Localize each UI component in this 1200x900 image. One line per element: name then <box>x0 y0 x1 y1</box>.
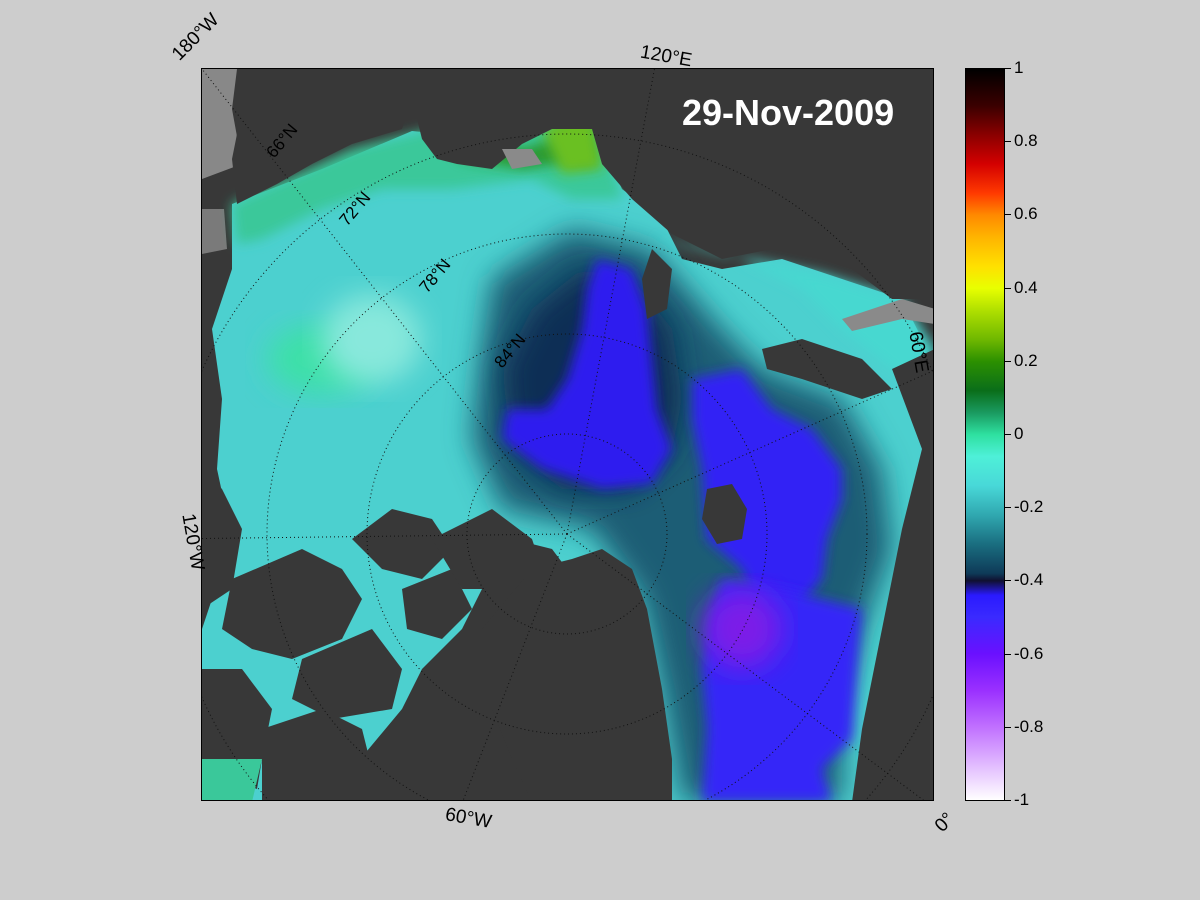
colorbar-tick-mark <box>1005 360 1011 362</box>
colorbar-tick-mark <box>1005 287 1011 289</box>
colorbar-tick-label: -0.8 <box>1014 716 1044 736</box>
colorbar-tick-label: 0.2 <box>1014 350 1038 370</box>
colorbar-tick-mark <box>1005 653 1011 655</box>
land-masses <box>202 69 933 800</box>
colorbar-tick-label: -0.4 <box>1014 570 1044 590</box>
no-data-region <box>202 209 227 254</box>
colorbar-tick-mark <box>1005 726 1011 728</box>
colorbar-tick-label: 0.6 <box>1014 204 1038 224</box>
colorbar-tick-label: 0.8 <box>1014 131 1038 151</box>
polar-map: 66°N 72°N 78°N 84°N <box>201 68 934 801</box>
colorbar-tick-label: 0 <box>1014 424 1024 443</box>
colorbar-tick-label: -0.2 <box>1014 497 1044 517</box>
anomaly-patch <box>202 759 262 800</box>
colorbar-tick-mark <box>1005 800 1011 801</box>
date-label: 29-Nov-2009 <box>682 92 895 133</box>
colorbar-tick-label: -1 <box>1014 790 1030 809</box>
map-canvas: 66°N 72°N 78°N 84°N <box>202 69 933 800</box>
colorbar-tick-mark <box>1005 580 1011 582</box>
no-data-region <box>202 69 242 179</box>
colorbar-tick-label: -0.6 <box>1014 643 1044 663</box>
colorbar-tick-mark <box>1005 214 1011 216</box>
lon-label-0: 0° <box>930 808 959 837</box>
colorbar <box>965 68 1005 801</box>
graticule <box>202 69 933 800</box>
colorbar-tick-mark <box>1005 434 1011 435</box>
ocean-anomaly-field <box>202 107 933 800</box>
colorbar-tick-mark <box>1005 141 1011 143</box>
lon-label-60w: 60°W <box>443 804 494 833</box>
lon-label-180w: 180°W <box>168 9 224 65</box>
colorbar-tick-mark <box>1005 507 1011 509</box>
colorbar-tick-mark <box>1005 68 1011 69</box>
colorbar-tick-label: 1 <box>1014 58 1024 77</box>
colorbar-tick-label: 0.4 <box>1014 277 1038 297</box>
